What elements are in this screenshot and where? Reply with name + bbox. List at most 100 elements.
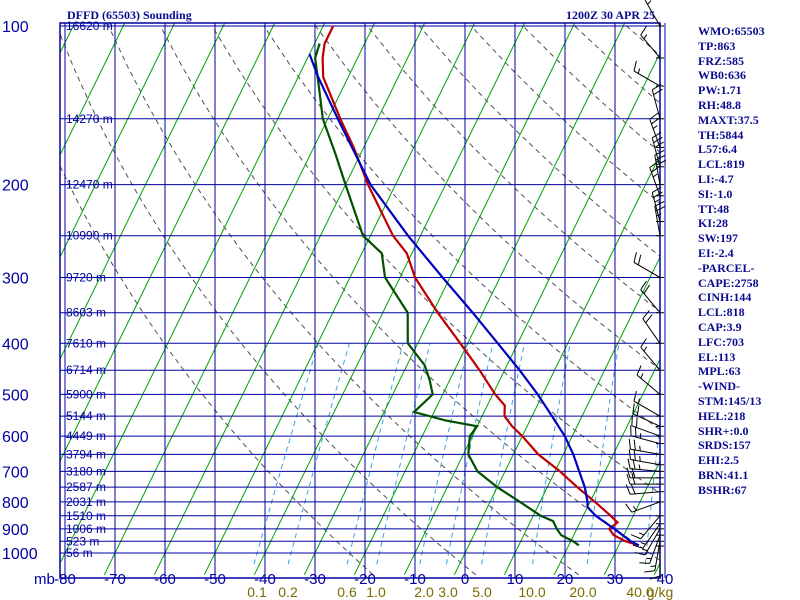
wind-barb: [626, 473, 664, 485]
mixing-ratio-line: [532, 343, 571, 565]
vertical-grid: [59, 22, 666, 579]
height-label: 7610 m: [66, 336, 106, 350]
temperature-tick-label: -70: [104, 571, 126, 588]
wind-barb: [634, 528, 664, 556]
pressure-tick-label: 900: [2, 522, 29, 539]
mixing-ratio-label: 2.0: [414, 584, 434, 600]
index-item: SRDS:157: [698, 438, 751, 453]
height-label: 9720 m: [66, 270, 106, 284]
index-item: EL:113: [698, 349, 736, 364]
index-item: TP:863: [698, 38, 736, 53]
pressure-tick-labels: 100 200 300 400 500 600 700 800 900 1000: [2, 19, 38, 563]
isotherm: [453, 153, 660, 576]
wind-barb: [627, 458, 664, 472]
mixing-ratio-labels: 0.1 0.2 0.6 1.0 2.0 3.0 5.0 10.0 20.0 40.0g/kg: [247, 584, 673, 600]
index-item: BSHR:67: [698, 482, 747, 497]
plot-frame: [59, 22, 661, 579]
temperature-tick-label: -30: [304, 571, 326, 588]
height-label: 1510 m: [66, 509, 106, 523]
stability-indices-panel: WMO:65503 TP:863 FRZ:585 WB0:636 PW:1.71 RH:4…: [698, 24, 765, 498]
wind-barb: [636, 365, 664, 395]
mixing-ratio-line: [253, 343, 319, 565]
height-label: 523 m: [66, 534, 99, 548]
chart-title: DFFD (65503) Sounding: [67, 8, 192, 22]
index-item: CAPE:2758: [698, 275, 759, 290]
isotherm: [603, 460, 660, 576]
index-item: MPL:63: [698, 364, 741, 379]
index-item: SI:-1.0: [698, 186, 733, 201]
wind-barb: [633, 252, 664, 278]
mixing-ratio-line: [287, 343, 350, 565]
mixing-ratio-label: 3.0: [438, 584, 458, 600]
mixing-ratio-line: [419, 343, 470, 565]
dry-adiabats: [60, 25, 660, 576]
height-label: 6714 m: [66, 363, 106, 377]
temperature-tick-label: 20: [557, 571, 574, 588]
index-item: HEL:218: [698, 408, 746, 423]
index-item: SW:197: [698, 231, 739, 246]
wind-barb: [626, 467, 664, 479]
height-label: 3794 m: [66, 447, 106, 461]
height-label: 12470 m: [66, 178, 113, 192]
pressure-tick-label: 600: [2, 429, 29, 446]
index-item: L57:6.4: [698, 142, 737, 157]
wind-barb: [639, 534, 664, 564]
wind-barbs: [625, 0, 667, 580]
index-item: KI:28: [698, 216, 728, 231]
temperature-tick-label: 10: [507, 571, 524, 588]
index-item: -WIND-: [698, 379, 740, 394]
wind-barb: [632, 403, 664, 427]
wind-barb: [651, 186, 664, 223]
mixing-ratio-label: 40.0: [626, 584, 653, 600]
isotherm: [203, 23, 476, 576]
temperature-trace: [321, 25, 640, 547]
pressure-tick-label: 300: [2, 270, 29, 287]
wind-barb: [649, 545, 664, 580]
wind-barb: [625, 483, 664, 495]
dry-adiabat: [574, 25, 660, 104]
height-label: 1006 m: [66, 522, 106, 536]
temperature-tick-label: -80: [54, 571, 76, 588]
dry-adiabat: [60, 32, 477, 576]
index-item: FRZ:585: [698, 53, 744, 68]
mixing-ratio-line: [376, 343, 431, 565]
isotherm: [0, 14, 29, 575]
isotherm: [403, 51, 660, 576]
pressure-tick-label: 500: [2, 387, 29, 404]
isotherm: [253, 23, 526, 576]
height-labels: 16620 m 14270 m 12470 m 10990 m 9720 m 8603 m…: [66, 19, 113, 560]
pressure-unit-label: mb: [34, 571, 55, 588]
wind-barb: [628, 438, 664, 455]
dry-adiabat: [367, 25, 660, 313]
temperature-tick-label: -20: [354, 571, 376, 588]
wind-barb: [625, 501, 664, 513]
isotherm: [553, 357, 660, 576]
height-label: 2587 m: [66, 480, 106, 494]
index-item: CINH:144: [698, 290, 752, 305]
mixing-ratio-line: [445, 343, 494, 565]
index-item: WB0:636: [698, 68, 746, 83]
temperature-tick-label: -60: [154, 571, 176, 588]
mixing-ratio-label: 5.0: [472, 584, 492, 600]
pressure-tick-label: 200: [2, 178, 29, 195]
dry-adiabat: [60, 164, 374, 576]
wind-barb: [632, 523, 664, 549]
index-item: RH:48.8: [698, 97, 741, 112]
wind-barb: [633, 390, 664, 417]
mixing-ratio-label: 10.0: [518, 584, 545, 600]
temperature-tick-label: 30: [607, 571, 624, 588]
height-label: 16620 m: [66, 19, 113, 33]
mixing-ratio-line: [481, 343, 525, 565]
height-label: 5900 m: [66, 387, 106, 401]
height-label: 4449 m: [66, 429, 106, 443]
wind-barb: [642, 310, 664, 344]
temperature-tick-label: -10: [404, 571, 426, 588]
wind-barb: [630, 425, 664, 445]
temperature-tick-labels: -80 -70 -60 -50 -40 -30 -20 -10 0 10 20 30 40: [54, 571, 673, 588]
height-label: 14270 m: [66, 112, 113, 126]
mixing-ratio-lines: [253, 343, 660, 565]
index-item: SHR+:0.0: [698, 423, 749, 438]
isotherm: [60, 23, 126, 157]
wind-barb: [651, 131, 664, 168]
